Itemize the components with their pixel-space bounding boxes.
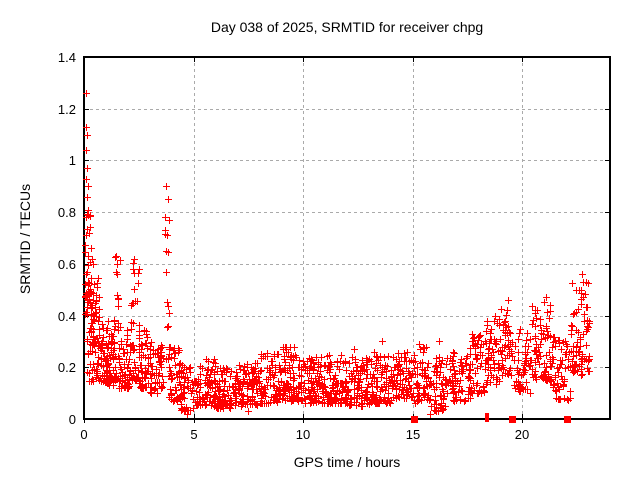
- y-tick-label: 1: [68, 153, 76, 168]
- y-tick-label: 0.8: [57, 205, 76, 220]
- y-tick-label: 1.2: [57, 102, 76, 117]
- y-tick-label: 0: [68, 412, 76, 427]
- chart-title: Day 038 of 2025, SRMTID for receiver chp…: [210, 19, 484, 35]
- x-tick-label: 10: [295, 427, 311, 442]
- x-tick-label: 0: [80, 427, 88, 442]
- y-tick-label: 0.6: [57, 257, 76, 272]
- x-tick-label: 5: [190, 427, 198, 442]
- x-tick-label: 20: [514, 427, 530, 442]
- y-tick-label: 1.4: [57, 50, 76, 65]
- y-tick-label: 0.4: [57, 309, 76, 324]
- x-tick-label: 15: [405, 427, 421, 442]
- x-axis-label: GPS time / hours: [293, 454, 401, 470]
- y-tick-label: 0.2: [57, 360, 76, 375]
